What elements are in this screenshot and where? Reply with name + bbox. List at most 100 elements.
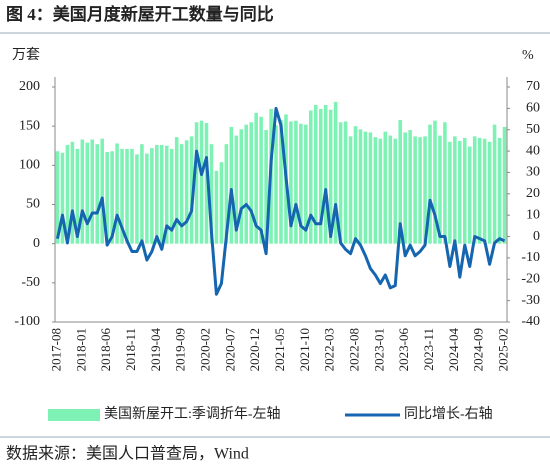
x-tick-label: 2024-04 (446, 328, 461, 372)
bar (482, 138, 487, 244)
bar (358, 129, 363, 244)
y2-tick-label: 10 (526, 207, 540, 222)
bar (383, 131, 388, 244)
bar (309, 110, 313, 244)
bar (343, 121, 348, 244)
bar (189, 136, 194, 244)
y-tick-label: -100 (14, 314, 40, 329)
x-tick-label: 2024-09 (471, 328, 486, 371)
bar (179, 144, 184, 244)
bar (477, 137, 482, 244)
bar (353, 126, 358, 244)
x-tick-label: 2020-12 (247, 328, 262, 371)
bar (60, 152, 65, 244)
bar (55, 151, 60, 244)
y2-tick-label: 30 (526, 165, 540, 180)
bar (140, 144, 144, 244)
x-tick-label: 2023-06 (396, 328, 411, 372)
x-tick-label: 2019-04 (148, 328, 163, 372)
bar (433, 120, 437, 244)
bar (453, 136, 457, 244)
y2-tick-label: 20 (526, 186, 540, 201)
bar (164, 145, 169, 244)
bar (234, 135, 239, 244)
bar (174, 137, 179, 244)
bar (279, 119, 283, 244)
bar (289, 121, 293, 244)
bar (418, 137, 422, 244)
bar (363, 131, 368, 244)
bar (443, 122, 447, 244)
bar (388, 135, 393, 244)
x-tick-label: 2022-03 (322, 328, 337, 371)
bar (313, 105, 318, 244)
bar (75, 148, 80, 244)
x-tick-label: 2023-01 (371, 328, 386, 371)
bar (333, 101, 338, 244)
bar (155, 144, 159, 244)
y2-tick-label: 70 (526, 79, 540, 94)
bar (224, 144, 229, 244)
bar (85, 142, 90, 244)
bar (70, 141, 75, 244)
bar (229, 126, 234, 244)
y2-tick-label: -10 (521, 250, 540, 265)
y2-tick-label: 60 (526, 101, 540, 116)
bar (393, 138, 398, 244)
bar (423, 136, 427, 244)
bar (502, 126, 507, 244)
bar (323, 105, 328, 244)
x-tick-label: 2020-07 (222, 328, 237, 372)
bar (65, 144, 70, 244)
bar (304, 124, 308, 244)
bar (184, 140, 189, 244)
bar (239, 129, 244, 244)
legend-label: 美国新屋开工:季调折年-左轴 (104, 406, 281, 422)
bar (467, 146, 472, 244)
bar (110, 151, 114, 244)
bar (105, 152, 109, 244)
bar (95, 144, 100, 244)
x-tick-label: 2017-08 (48, 328, 63, 371)
bar (448, 141, 452, 244)
bar (373, 137, 378, 244)
y-tick-label: -50 (21, 275, 40, 290)
y-axis-label: 万套 (12, 47, 40, 63)
bar (378, 138, 383, 244)
y2-tick-label: 40 (526, 143, 540, 158)
bar (348, 136, 353, 244)
bar (328, 109, 333, 244)
bar (214, 170, 219, 244)
bar (100, 138, 104, 244)
bar (259, 116, 263, 244)
legend-swatch (48, 409, 100, 421)
bar (115, 143, 119, 244)
y-tick-label: 50 (26, 197, 40, 212)
bar (368, 132, 373, 244)
x-tick-label: 2023-11 (421, 328, 436, 371)
bar (462, 137, 467, 244)
bar (487, 141, 492, 244)
x-tick-label: 2018-06 (98, 328, 113, 372)
bar (160, 144, 164, 244)
chart-title: 图 4：美国月度新屋开工数量与同比 (6, 4, 274, 24)
y2-tick-label: 0 (533, 229, 540, 244)
y2-axis-label: % (522, 48, 534, 63)
y2-tick-label: 50 (526, 122, 540, 137)
bar (254, 112, 258, 244)
bar (199, 120, 204, 244)
bar (120, 148, 124, 244)
bar (318, 108, 323, 244)
x-tick-label: 2021-05 (272, 328, 287, 371)
x-tick-label: 2019-09 (173, 328, 188, 371)
bar (244, 124, 249, 244)
x-tick-label: 2021-10 (297, 328, 312, 371)
y2-tick-label: -40 (521, 314, 540, 329)
bar (497, 137, 502, 244)
source: 数据来源：美国人口普查局，Wind (6, 445, 249, 463)
bar (90, 139, 95, 244)
x-tick-label: 2018-11 (123, 328, 138, 371)
bar (408, 130, 412, 244)
bar (204, 123, 209, 244)
